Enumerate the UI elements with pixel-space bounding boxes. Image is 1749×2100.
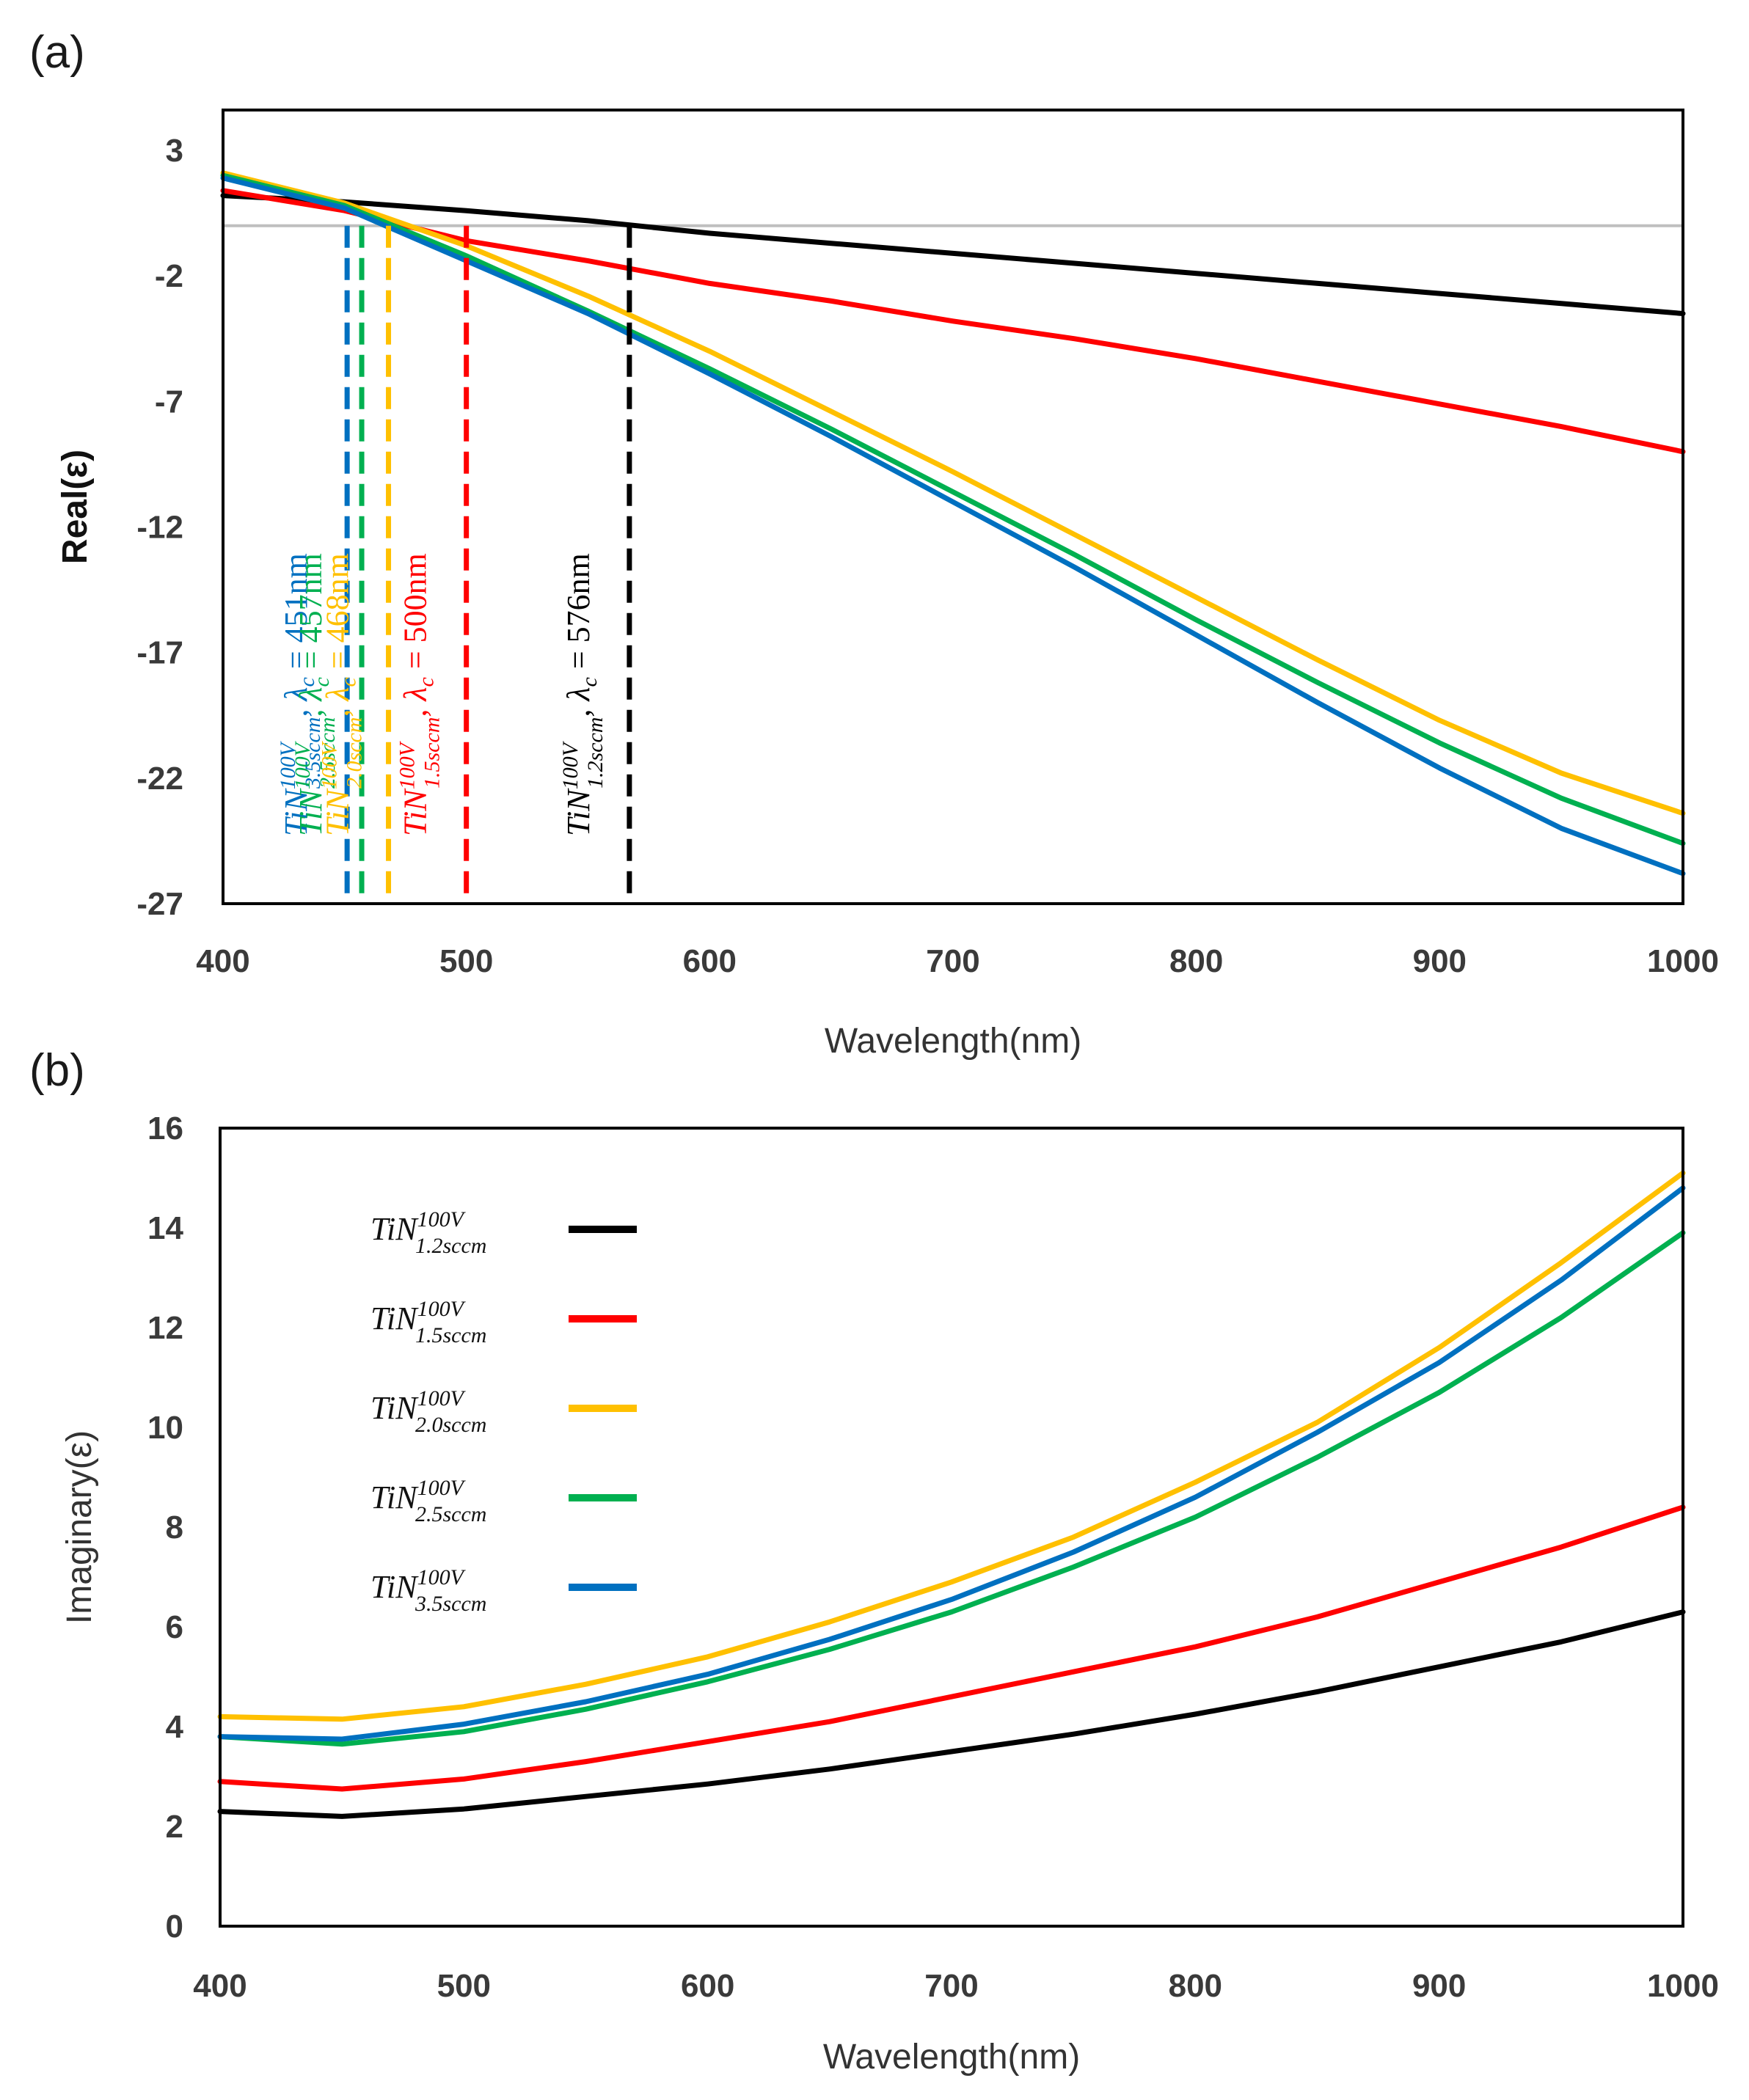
legend-label: TiN100V 2.5sccm — [370, 1476, 486, 1526]
x-tick-label: 500 — [437, 1968, 491, 2004]
cutoff-label-TiN_1-2: TiN100V1.2sccm, λc = 576nm — [558, 553, 607, 836]
x-tick-label: 400 — [193, 1968, 247, 2004]
y-tick-label: 12 — [147, 1310, 183, 1346]
panel-b-legend: TiN100V 1.2sccm TiN100V 1.5sccm TiN100V 2.0sc… — [370, 1207, 637, 1616]
y-tick-label: 10 — [147, 1410, 183, 1446]
series-line-TiN_2-5 — [217, 1230, 1686, 1747]
panel-b-imaginary-permittivity: (b) 0 2 4 6 8 10 12 14 16 400 500 600 700 800 900 1000… — [29, 1045, 1719, 2077]
panel-b-y-ticks: 0 2 4 6 8 10 12 14 16 — [147, 1111, 183, 1944]
x-tick-label: 900 — [1412, 1968, 1466, 2004]
legend-label: TiN100V 3.5sccm — [370, 1565, 486, 1616]
panel-b-series-group — [217, 1170, 1686, 1819]
x-tick-label: 700 — [924, 1968, 978, 2004]
y-tick-label: 14 — [147, 1210, 183, 1246]
panel-b-label: (b) — [29, 1045, 85, 1096]
legend-entry-TiN_3-5: TiN100V 3.5sccm — [370, 1565, 637, 1616]
y-tick-label: 16 — [147, 1111, 183, 1146]
series-line-TiN_1-5 — [220, 188, 1686, 455]
x-tick-label: 800 — [1169, 943, 1223, 979]
legend-label: TiN100V 1.5sccm — [370, 1297, 486, 1347]
y-tick-label: -17 — [136, 635, 183, 671]
y-tick-label: -7 — [155, 384, 183, 420]
cutoff-label-TiN_3-5: TiN100V3.5sccm, λc = 451nm — [276, 553, 325, 836]
y-tick-label: 6 — [166, 1609, 183, 1645]
x-tick-label: 1000 — [1647, 1968, 1719, 2004]
cutoff-label-TiN_1-5: TiN100V1.5sccm, λc = 500nm — [395, 553, 445, 836]
y-tick-label: -22 — [136, 761, 183, 797]
y-tick-label: -2 — [155, 258, 183, 294]
panel-b-x-axis-title: Wavelength(nm) — [823, 2038, 1080, 2077]
legend-entry-TiN_2-5: TiN100V 2.5sccm — [370, 1476, 637, 1526]
y-tick-label: 0 — [166, 1909, 183, 1944]
y-tick-label: -27 — [136, 886, 183, 922]
panel-b-y-axis-title: Imaginary(ε) — [60, 1430, 99, 1624]
legend-label: TiN100V 1.2sccm — [370, 1207, 486, 1258]
y-tick-label: -12 — [136, 510, 183, 546]
panel-a-x-axis-title: Wavelength(nm) — [825, 1022, 1081, 1061]
series-line-TiN_1-2 — [220, 193, 1686, 316]
series-line-TiN_1-5 — [217, 1504, 1686, 1792]
y-tick-label: 8 — [166, 1510, 183, 1545]
legend-entry-TiN_1-5: TiN100V 1.5sccm — [370, 1297, 637, 1347]
panel-a-plot-frame — [222, 109, 1684, 905]
x-tick-label: 800 — [1169, 1968, 1222, 2004]
x-tick-label: 1000 — [1647, 943, 1719, 979]
cutoff-label-TiN_2-0: TiN100V2.0sccm, λc = 468nm — [318, 553, 367, 836]
x-tick-label: 600 — [683, 943, 737, 979]
legend-label: TiN100V 2.0sccm — [370, 1386, 486, 1437]
panel-a-y-ticks: 3 -2 -7 -12 -17 -22 -27 — [136, 133, 183, 922]
legend-entry-TiN_1-2: TiN100V 1.2sccm — [370, 1207, 637, 1258]
series-line-TiN_3-5 — [217, 1185, 1686, 1742]
x-tick-label: 400 — [196, 943, 249, 979]
y-tick-label: 4 — [166, 1709, 184, 1745]
x-tick-label: 600 — [681, 1968, 734, 2004]
panel-b-plot-frame — [219, 1127, 1684, 1928]
panel-b-x-ticks: 400 500 600 700 800 900 1000 — [193, 1968, 1719, 2004]
series-line-TiN_2-0 — [217, 1170, 1686, 1722]
panel-a-label: (a) — [29, 27, 85, 78]
y-tick-label: 3 — [166, 133, 183, 169]
y-tick-label: 2 — [166, 1809, 183, 1845]
legend-entry-TiN_2-0: TiN100V 2.0sccm — [370, 1386, 637, 1437]
series-line-TiN_1-2 — [217, 1609, 1686, 1819]
x-tick-label: 500 — [439, 943, 493, 979]
cutoff-label-TiN_2-5: TiN100V2.5sccm, λc = 457nm — [291, 553, 340, 836]
x-tick-label: 700 — [926, 943, 979, 979]
panel-a-x-ticks: 400 500 600 700 800 900 1000 — [196, 943, 1719, 979]
x-tick-label: 900 — [1413, 943, 1467, 979]
panel-a-y-axis-title: Real(ε) — [56, 450, 95, 564]
panel-a-real-permittivity: (a) TiN100V3.5sccm, λc = 451nmTiN100V2.5… — [29, 27, 1719, 1061]
panel-a-cutoff-markers: TiN100V3.5sccm, λc = 451nmTiN100V2.5sccm… — [276, 225, 632, 904]
series-line-TiN_2-5 — [220, 172, 1686, 846]
